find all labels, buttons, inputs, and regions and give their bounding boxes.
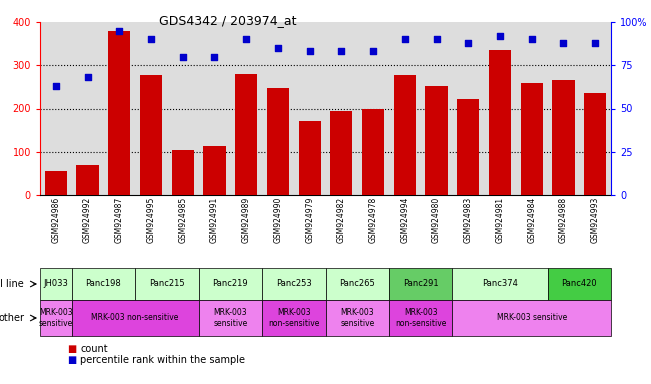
Point (83, 74, 93, 80)
Bar (584, 93, 606, 195)
Point (432, 36, 442, 42)
Point (527, 36, 537, 42)
Bar (199, 268, 262, 300)
Bar (108, 31, 130, 195)
Point (368, 48, 378, 55)
Point (273, 45, 283, 51)
Bar (489, 50, 511, 195)
Text: Panc215: Panc215 (149, 280, 185, 288)
Point (114, 28, 124, 34)
Text: Panc219: Panc219 (212, 280, 248, 288)
Point (146, 36, 156, 42)
Bar (267, 88, 289, 195)
Bar (40, 300, 72, 336)
Bar (235, 74, 257, 195)
Point (463, 40, 473, 46)
Bar (199, 300, 262, 336)
Point (209, 53, 219, 60)
Point (241, 36, 251, 42)
Bar (394, 75, 416, 195)
Text: Panc374: Panc374 (482, 280, 518, 288)
Bar (457, 99, 479, 195)
Text: MRK-003
sensitive: MRK-003 sensitive (39, 308, 73, 328)
Bar (326, 300, 389, 336)
Bar (389, 300, 452, 336)
Text: count: count (80, 344, 108, 354)
Point (495, 33, 505, 39)
Text: Panc420: Panc420 (561, 280, 597, 288)
Bar (140, 75, 162, 195)
Bar (72, 300, 199, 336)
Text: MRK-003
sensitive: MRK-003 sensitive (340, 308, 374, 328)
Point (590, 40, 600, 46)
Text: MRK-003
sensitive: MRK-003 sensitive (214, 308, 247, 328)
Bar (262, 300, 326, 336)
Text: Panc291: Panc291 (403, 280, 439, 288)
Point (336, 48, 346, 55)
Bar (72, 268, 135, 300)
Bar (299, 121, 321, 195)
Point (178, 53, 188, 60)
Point (51, 83, 61, 89)
Text: Panc198: Panc198 (85, 280, 121, 288)
Text: JH033: JH033 (44, 280, 68, 288)
Text: MRK-003
non-sensitive: MRK-003 non-sensitive (395, 308, 447, 328)
Text: MRK-003
non-sensitive: MRK-003 non-sensitive (268, 308, 320, 328)
Bar (326, 268, 389, 300)
Bar (452, 300, 611, 336)
Text: Panc253: Panc253 (276, 280, 312, 288)
Bar (45, 171, 67, 195)
Point (558, 40, 568, 46)
Text: MRK-003 non-sensitive: MRK-003 non-sensitive (92, 313, 179, 323)
Text: percentile rank within the sample: percentile rank within the sample (80, 355, 245, 365)
Bar (547, 268, 611, 300)
Text: GDS4342 / 203974_at: GDS4342 / 203974_at (159, 14, 297, 27)
Bar (203, 146, 226, 195)
Text: cell line: cell line (0, 279, 24, 289)
Bar (552, 80, 575, 195)
Text: MRK-003 sensitive: MRK-003 sensitive (497, 313, 567, 323)
Bar (76, 165, 99, 195)
Text: other: other (0, 313, 24, 323)
Point (400, 36, 410, 42)
Text: ■: ■ (67, 344, 77, 354)
Bar (452, 268, 547, 300)
Bar (262, 268, 326, 300)
Bar (172, 151, 194, 195)
Bar (362, 109, 384, 195)
Point (305, 48, 315, 55)
Bar (521, 83, 543, 195)
Bar (40, 268, 72, 300)
Bar (135, 268, 199, 300)
Bar (330, 111, 352, 195)
Bar (425, 86, 448, 195)
Bar (389, 268, 452, 300)
Text: ■: ■ (67, 355, 77, 365)
Text: Panc265: Panc265 (339, 280, 375, 288)
